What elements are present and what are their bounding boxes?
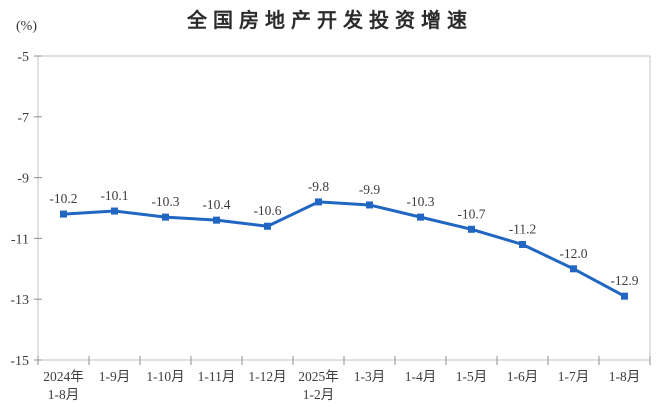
data-point-marker xyxy=(417,213,424,221)
chart-title: 全国房地产开发投资增速 xyxy=(187,10,473,32)
data-point-marker xyxy=(468,225,475,233)
data-point-marker xyxy=(111,207,118,215)
y-axis-tick-label: -13 xyxy=(10,293,29,308)
data-point-marker xyxy=(162,213,169,221)
data-point-marker xyxy=(315,198,322,206)
data-point-label: -9.9 xyxy=(359,182,381,197)
x-axis-tick-label: 1-12月 xyxy=(248,369,286,384)
x-axis-tick-label: 2024年 1-8月 xyxy=(43,369,84,402)
x-axis-tick-label: 1-7月 xyxy=(558,369,590,384)
x-axis-tick-label: 1-6月 xyxy=(507,369,539,384)
data-point-label: -11.2 xyxy=(509,221,537,236)
data-point-marker xyxy=(621,292,628,300)
x-axis-tick-label: 1-11月 xyxy=(198,369,236,384)
data-point-marker xyxy=(570,265,577,273)
data-point-marker xyxy=(60,210,67,218)
data-point-label: -10.4 xyxy=(202,197,230,212)
x-axis-tick-label: 1-10月 xyxy=(146,369,184,384)
x-axis-tick-label: 1-5月 xyxy=(456,369,488,384)
data-point-label: -10.7 xyxy=(457,206,485,221)
x-axis-tick-label: 1-9月 xyxy=(99,369,131,384)
data-point-marker xyxy=(264,222,271,230)
x-axis-tick-label: 2025年 1-2月 xyxy=(298,369,339,402)
data-point-label: -10.3 xyxy=(151,194,179,209)
y-axis-unit-label: (%) xyxy=(16,19,37,34)
data-point-marker xyxy=(213,216,220,224)
x-axis-tick-label: 1-3月 xyxy=(354,369,386,384)
y-axis-tick-label: -15 xyxy=(10,354,29,369)
data-point-marker xyxy=(519,240,526,248)
data-point-label: -12.9 xyxy=(610,273,638,288)
data-point-marker xyxy=(366,201,373,209)
y-axis-tick-label: -11 xyxy=(11,232,29,247)
data-line xyxy=(62,200,626,298)
x-axis-tick-label: 1-8月 xyxy=(609,369,641,384)
data-point-label: -10.3 xyxy=(406,194,434,209)
y-axis-tick-label: -7 xyxy=(17,111,29,126)
data-point-label: -9.8 xyxy=(308,179,330,194)
data-point-label: -10.2 xyxy=(49,191,77,206)
data-point-label: -10.1 xyxy=(100,188,128,203)
x-axis-tick-label: 1-4月 xyxy=(405,369,437,384)
y-axis-tick-label: -5 xyxy=(17,50,29,65)
data-point-label: -12.0 xyxy=(559,246,587,261)
plot-area-border xyxy=(37,55,651,361)
data-point-label: -10.6 xyxy=(253,203,281,218)
y-axis-tick-label: -9 xyxy=(17,172,29,187)
